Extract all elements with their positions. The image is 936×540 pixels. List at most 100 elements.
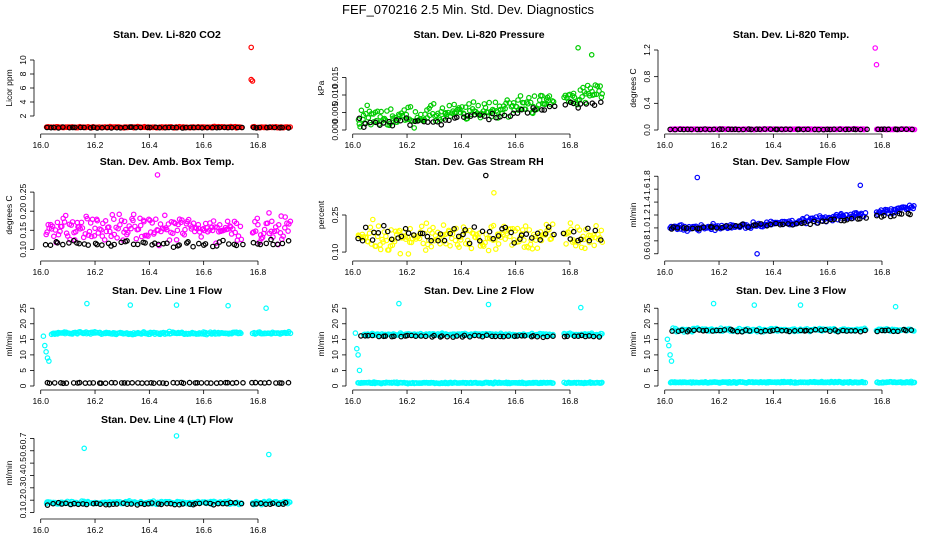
data-point: [700, 224, 707, 231]
x-tick-label: 16.4: [765, 396, 782, 406]
data-point: [798, 220, 805, 227]
series-black: [44, 124, 292, 131]
data-point: [462, 227, 469, 233]
panel-title: Stan. Dev. Line 2 Flow: [424, 285, 535, 297]
data-point: [523, 231, 530, 237]
data-point: [415, 118, 421, 124]
data-point: [592, 227, 599, 234]
data-point: [465, 241, 472, 248]
data-point: [92, 225, 98, 232]
data-point: [212, 224, 218, 230]
data-point: [522, 223, 529, 229]
y-tick-label: 1.6: [642, 183, 652, 195]
data-point: [524, 110, 531, 116]
y-tick-label: 0.20: [18, 203, 28, 220]
data-point: [824, 126, 831, 133]
data-point: [598, 227, 605, 234]
data-point: [911, 126, 918, 133]
data-point: [407, 225, 414, 232]
data-point: [841, 217, 848, 224]
y-axis-label: ml/min: [316, 331, 326, 356]
data-point: [249, 379, 255, 386]
data-point: [375, 223, 382, 229]
data-point: [686, 327, 692, 333]
data-point-outlier: [43, 348, 49, 355]
data-point: [149, 220, 156, 226]
data-point: [519, 227, 526, 233]
data-point: [597, 83, 604, 89]
data-point: [597, 237, 604, 243]
data-point: [521, 332, 528, 339]
data-point: [376, 122, 383, 129]
data-point: [514, 110, 521, 116]
y-tick-label: 10: [330, 350, 340, 360]
x-tick-label: 16.0: [32, 140, 49, 150]
data-point: [185, 239, 191, 245]
x-tick-label: 16.8: [562, 140, 579, 150]
data-point: [879, 327, 885, 334]
data-point: [896, 210, 903, 217]
data-point: [176, 242, 183, 248]
data-point: [279, 240, 286, 247]
x-tick-label: 16.6: [195, 140, 212, 150]
data-point: [560, 230, 567, 237]
y-tick-label: 0.25: [330, 206, 340, 223]
data-point-outlier: [797, 302, 804, 308]
data-point: [172, 220, 178, 227]
x-tick-label: 16.4: [765, 267, 782, 277]
data-point: [758, 221, 764, 227]
data-point: [669, 328, 675, 334]
data-point: [378, 108, 385, 115]
data-point: [285, 125, 292, 131]
x-tick-label: 16.0: [32, 396, 49, 406]
data-point: [86, 228, 93, 235]
data-point: [580, 236, 587, 243]
data-point: [49, 223, 56, 230]
data-point: [287, 218, 294, 225]
data-point: [263, 124, 270, 131]
data-point: [186, 379, 193, 386]
data-point: [526, 94, 532, 101]
data-point: [471, 224, 478, 230]
data-point: [163, 380, 170, 387]
x-tick-label: 16.8: [562, 267, 579, 277]
data-point: [567, 99, 574, 106]
data-point: [725, 126, 732, 133]
panel-3: Stan. Dev. Li-820 Temp. degrees C 0.0 0.4 0.…: [628, 29, 918, 150]
data-point: [279, 124, 285, 131]
data-point: [911, 203, 917, 209]
data-point: [110, 501, 117, 508]
data-point: [908, 327, 915, 333]
data-point-outlier: [751, 302, 758, 308]
data-point: [204, 124, 211, 131]
data-point: [44, 502, 51, 508]
x-tick-label: 16.4: [453, 267, 470, 277]
data-point: [570, 228, 577, 235]
data-point: [410, 118, 416, 124]
data-point: [528, 235, 535, 241]
data-point: [156, 380, 163, 386]
data-point: [196, 240, 202, 247]
data-point: [475, 102, 482, 109]
y-tick-label: 15: [18, 334, 28, 344]
data-point: [451, 226, 457, 232]
data-point: [459, 232, 465, 239]
data-point: [466, 333, 473, 340]
data-point: [158, 501, 165, 508]
data-point: [79, 225, 86, 231]
data-point: [729, 126, 735, 133]
data-point: [586, 93, 593, 99]
y-tick-label: 0.7: [18, 432, 28, 444]
data-point: [471, 112, 478, 118]
data-point: [561, 333, 568, 340]
data-point: [544, 333, 551, 340]
data-point: [84, 215, 91, 222]
data-point: [121, 218, 128, 225]
panel-title: Stan. Dev. Amb. Box Temp.: [100, 156, 235, 168]
y-tick-label: 0: [642, 383, 652, 388]
x-tick-label: 16.4: [765, 140, 782, 150]
data-point: [386, 118, 392, 125]
data-point: [596, 334, 603, 340]
data-point: [420, 240, 427, 247]
